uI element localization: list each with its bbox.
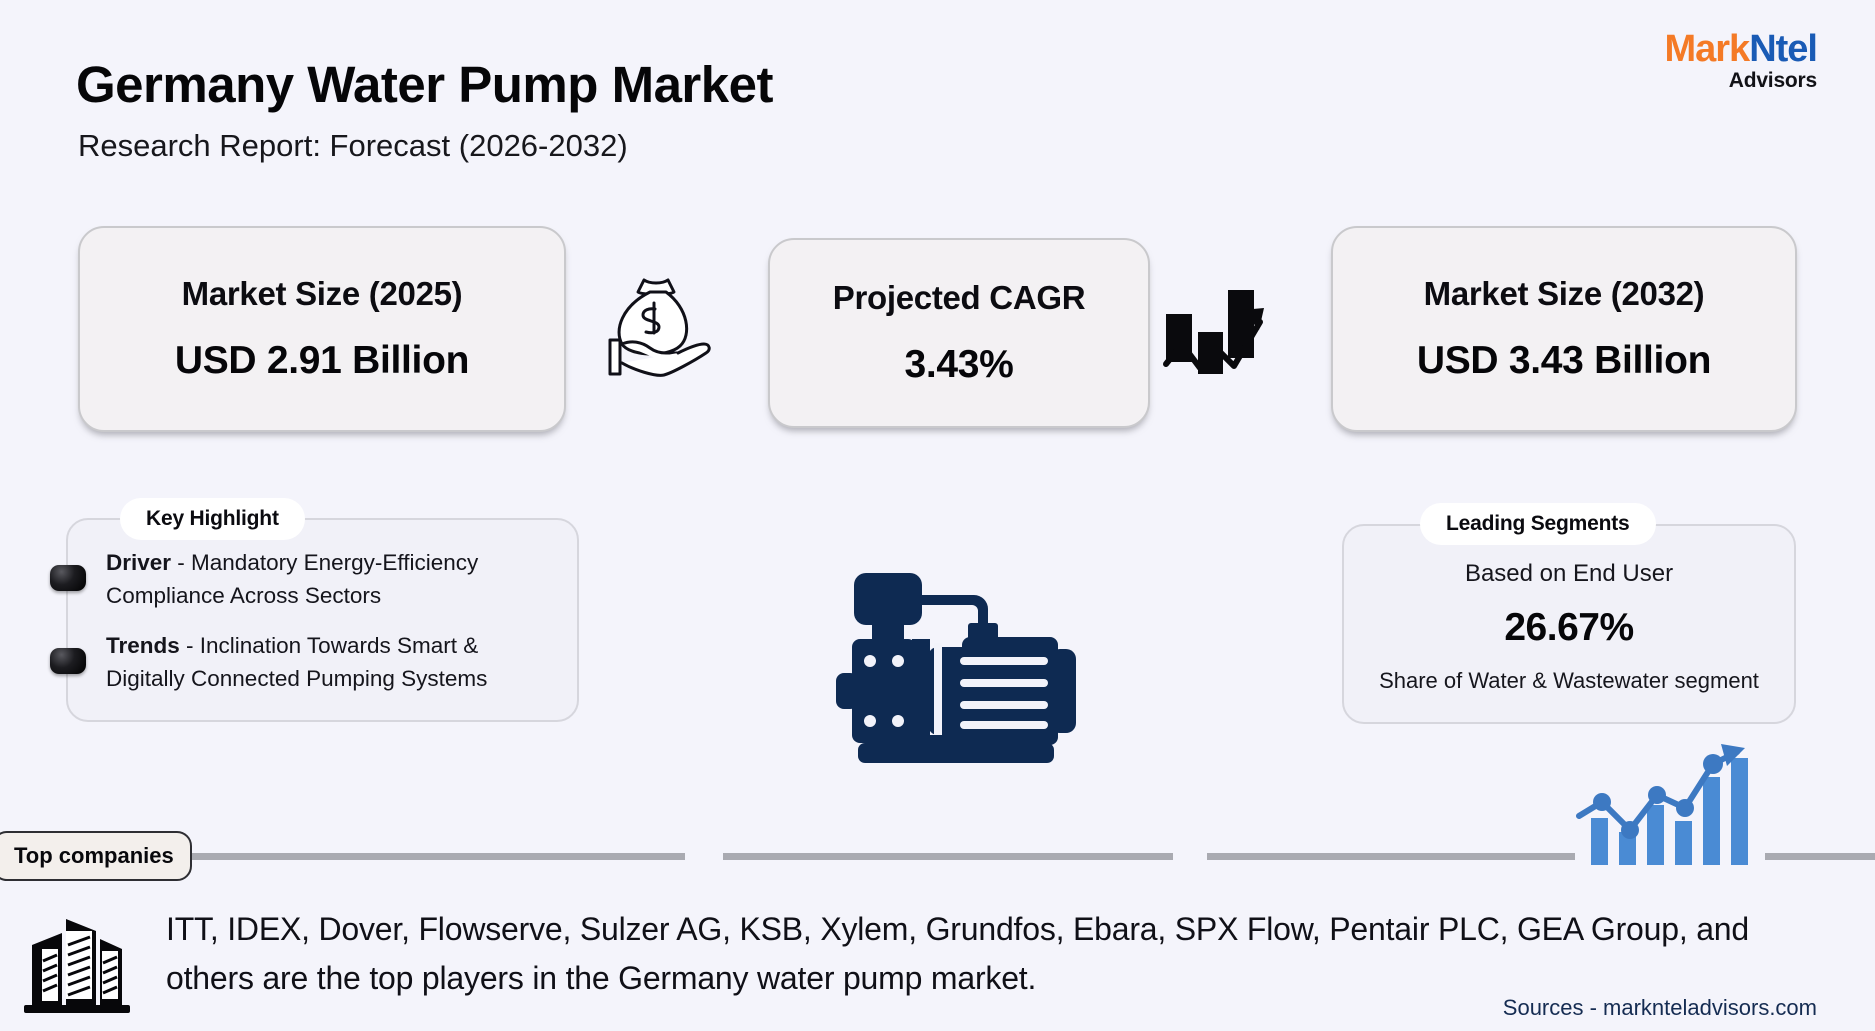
segment-basis: Based on End User xyxy=(1464,560,1674,587)
key-highlight-badge: Key Highlight xyxy=(120,498,305,540)
divider-segment xyxy=(1765,853,1875,860)
growth-bars-arrow-icon xyxy=(1163,290,1264,374)
highlight-text: - Inclination Towards Smart & Digitally … xyxy=(106,633,488,691)
highlight-label: Trends xyxy=(106,633,180,658)
logo-part-mark: Mark xyxy=(1664,28,1750,70)
stat-value: USD 2.91 Billion xyxy=(174,339,470,382)
divider-segment xyxy=(155,853,685,860)
stat-label: Market Size (2025) xyxy=(181,275,463,312)
stat-label: Market Size (2032) xyxy=(1423,275,1705,312)
page-subtitle: Research Report: Forecast (2026-2032) xyxy=(78,128,628,163)
key-highlight-list: Driver - Mandatory Energy-Efficiency Com… xyxy=(68,520,577,695)
logo-wordmark: MarkNtel xyxy=(1664,28,1818,70)
leading-segments-badge: Leading Segments xyxy=(1420,503,1656,545)
brand-logo: MarkNtel Advisors xyxy=(1664,28,1818,92)
logo-part-ntel: Ntel xyxy=(1749,28,1818,70)
divider-segment xyxy=(723,853,1173,860)
divider-segment xyxy=(1207,853,1575,860)
stat-card-projected-cagr: Projected CAGR 3.43% xyxy=(768,238,1150,428)
highlight-label: Driver xyxy=(106,550,172,575)
money-bag-hand-icon xyxy=(608,278,711,377)
bar-chart-trend-icon xyxy=(1576,744,1748,865)
highlight-text: - Mandatory Energy-Efficiency Compliance… xyxy=(106,550,479,608)
segment-note: Share of Water & Wastewater segment xyxy=(1379,668,1759,693)
highlight-bullet-marker xyxy=(50,565,86,591)
key-highlight-item-driver: Driver - Mandatory Energy-Efficiency Com… xyxy=(106,546,549,612)
key-highlight-panel: Driver - Mandatory Energy-Efficiency Com… xyxy=(66,518,579,722)
top-companies-badge: Top companies xyxy=(0,831,192,881)
stat-label: Projected CAGR xyxy=(832,279,1086,316)
leading-segments-panel: Based on End User 26.67% Share of Water … xyxy=(1342,524,1796,724)
logo-subtext: Advisors xyxy=(1728,69,1817,92)
top-companies-text: ITT, IDEX, Dover, Flowserve, Sulzer AG, … xyxy=(166,911,1750,996)
key-highlight-item-trends: Trends - Inclination Towards Smart & Dig… xyxy=(106,629,549,695)
stat-value: 3.43% xyxy=(904,343,1014,386)
water-pump-icon xyxy=(836,573,1076,763)
stat-value: USD 3.43 Billion xyxy=(1416,339,1712,382)
sources-label: Sources - marknteladvisors.com xyxy=(1502,995,1817,1020)
buildings-icon xyxy=(24,919,130,1013)
highlight-bullet-marker xyxy=(50,648,86,674)
stat-card-market-size-2025: Market Size (2025) USD 2.91 Billion xyxy=(78,226,566,432)
segment-value: 26.67% xyxy=(1504,606,1634,649)
stat-card-market-size-2032: Market Size (2032) USD 3.43 Billion xyxy=(1331,226,1797,432)
page-title: Germany Water Pump Market xyxy=(76,56,774,113)
